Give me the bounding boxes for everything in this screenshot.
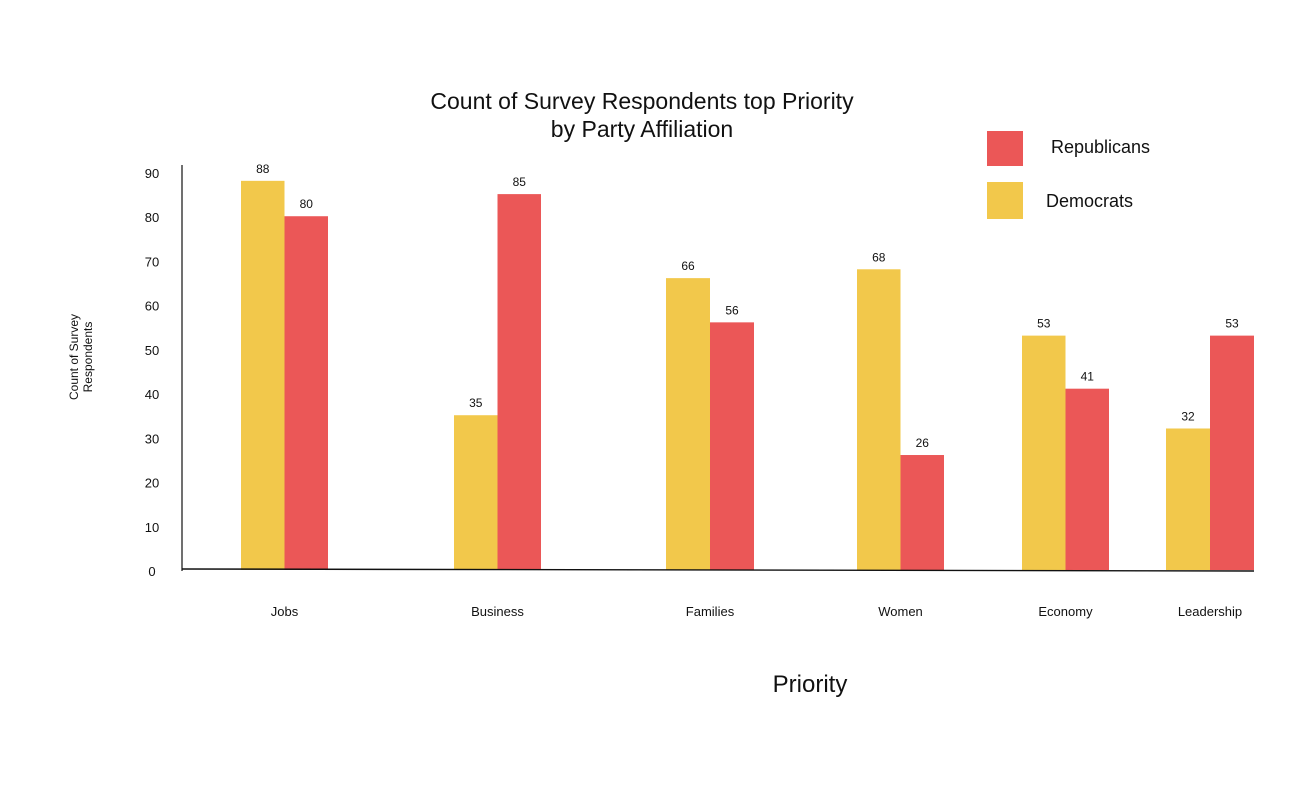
legend-label-republicans: Republicans	[1051, 137, 1150, 157]
y-tick-label: 50	[145, 343, 159, 358]
x-axis-title: Priority	[773, 671, 848, 698]
bar-republicans-women	[900, 455, 944, 570]
y-axis-title: Count of Survey Respondents	[67, 314, 95, 400]
x-category-label-families: Families	[686, 604, 735, 619]
data-label-democrats-leadership: 32	[1181, 409, 1195, 423]
legend: Republicans Democrats	[987, 131, 1150, 219]
x-axis-category-labels: Jobs Business Families Women Economy Leadersh…	[271, 604, 1242, 619]
bar-democrats-business	[454, 415, 498, 570]
bar-republicans-business	[497, 194, 541, 570]
x-category-label-women: Women	[878, 604, 923, 619]
x-category-label-leadership: Leadership	[1178, 604, 1242, 619]
y-axis-ticks: 0 10 20 30 40 50 60 70 80 90	[145, 166, 159, 579]
bar-democrats-jobs	[241, 180, 285, 570]
bar-democrats-economy	[1022, 335, 1066, 570]
chart-title-line-1: Count of Survey Respondents top Priority	[430, 88, 854, 114]
x-axis-line	[181, 568, 1255, 572]
data-label-democrats-economy: 53	[1037, 317, 1051, 331]
data-label-democrats-women: 68	[872, 250, 886, 264]
legend-label-democrats: Democrats	[1046, 191, 1133, 211]
y-tick-label: 70	[145, 254, 159, 269]
data-label-republicans-jobs: 80	[300, 197, 314, 211]
legend-swatch-republicans	[987, 131, 1023, 166]
bars: 88 80 35 85 66 56 68 26 53 41 32 53	[241, 162, 1254, 570]
y-tick-label: 80	[145, 210, 159, 225]
bar-democrats-families	[666, 278, 710, 570]
y-tick-label: 10	[145, 520, 159, 535]
legend-swatch-democrats	[987, 182, 1023, 219]
data-label-democrats-business: 35	[469, 396, 483, 410]
data-label-republicans-economy: 41	[1081, 370, 1095, 384]
y-tick-label: 20	[145, 476, 159, 491]
chart-title-line-2: by Party Affiliation	[551, 116, 733, 142]
bar-republicans-economy	[1065, 388, 1109, 570]
data-label-republicans-leadership: 53	[1225, 317, 1239, 331]
chart-title: Count of Survey Respondents top Priority…	[430, 88, 854, 142]
y-tick-label: 60	[145, 299, 159, 314]
legend-item-republicans: Republicans	[987, 131, 1150, 166]
data-label-democrats-jobs: 88	[256, 162, 270, 176]
y-tick-label: 40	[145, 387, 159, 402]
x-category-label-jobs: Jobs	[271, 604, 299, 619]
y-tick-label: 0	[148, 564, 155, 579]
bar-republicans-jobs	[284, 216, 328, 570]
y-tick-label: 30	[145, 431, 159, 446]
data-label-republicans-women: 26	[916, 436, 930, 450]
y-axis-title-line-2: Respondents	[81, 322, 95, 393]
bar-republicans-families	[710, 322, 754, 570]
y-tick-label: 90	[145, 166, 159, 181]
bar-democrats-women	[857, 269, 901, 570]
data-label-republicans-business: 85	[513, 175, 527, 189]
bar-republicans-leadership	[1210, 335, 1254, 570]
legend-item-democrats: Democrats	[987, 182, 1133, 219]
x-category-label-business: Business	[471, 604, 524, 619]
bar-democrats-leadership	[1166, 428, 1210, 570]
data-label-republicans-families: 56	[725, 303, 739, 317]
x-category-label-economy: Economy	[1038, 604, 1093, 619]
y-axis-title-line-1: Count of Survey	[67, 314, 81, 400]
data-label-democrats-families: 66	[681, 259, 695, 273]
